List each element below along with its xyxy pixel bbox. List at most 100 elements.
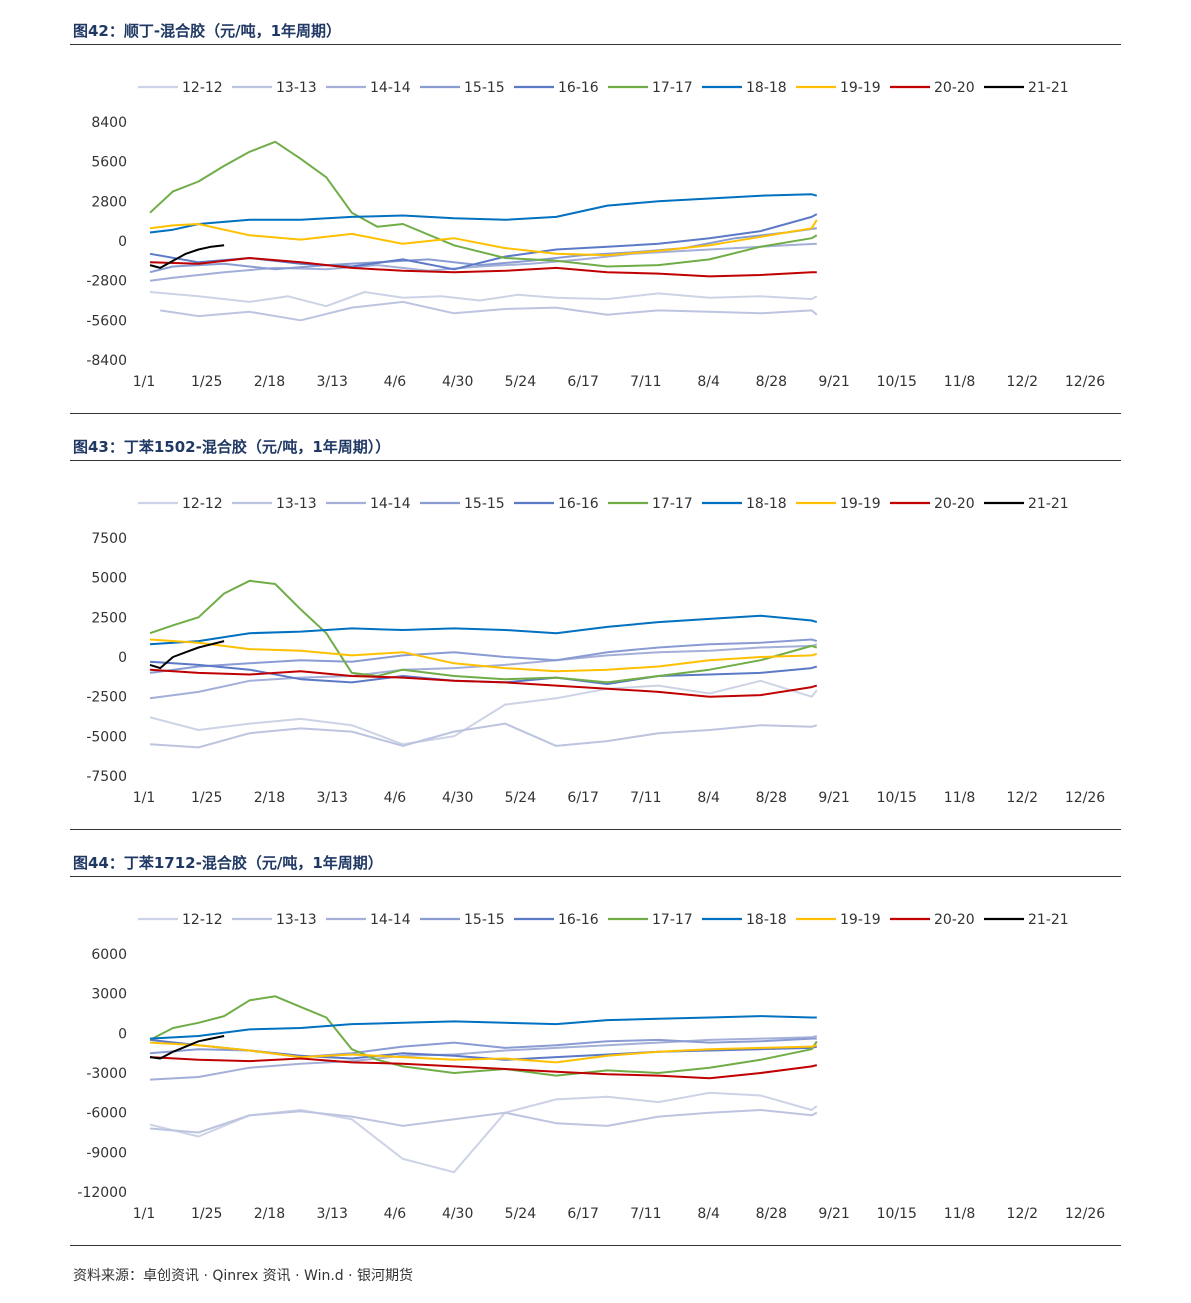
legend-label: 13-13 (276, 80, 317, 96)
x-tick-label: 3/13 (316, 1206, 347, 1222)
x-tick-label: 3/13 (316, 374, 347, 390)
series-line-21-21 (149, 1035, 225, 1060)
series-line-15-15 (149, 638, 818, 674)
x-tick-label: 7/11 (630, 1206, 661, 1222)
legend-item-14-14: 14-14 (326, 912, 411, 928)
x-tick-label: 1/1 (133, 1206, 156, 1222)
x-tick-label: 4/30 (442, 790, 473, 806)
legend-label: 19-19 (840, 80, 881, 96)
series-line-18-18 (149, 1015, 817, 1040)
x-tick-label: 8/4 (697, 1206, 720, 1222)
x-tick-label: 11/8 (944, 374, 975, 390)
legend-label: 16-16 (558, 80, 599, 96)
legend-label: 14-14 (370, 912, 411, 928)
y-tick-label: 6000 (91, 947, 127, 963)
x-tick-label: 4/30 (442, 1206, 473, 1222)
x-tick-label: 1/25 (191, 1206, 222, 1222)
series-line-21-21 (149, 244, 225, 269)
legend-item-19-19: 19-19 (796, 912, 881, 928)
chart-1-top-rule (70, 44, 1121, 45)
legend-label: 15-15 (464, 496, 505, 512)
series-line-20-20 (149, 668, 818, 698)
legend-label: 13-13 (276, 912, 317, 928)
series-line-13-13 (160, 300, 818, 322)
legend-item-13-13: 13-13 (232, 912, 317, 928)
series-line-21-21 (149, 640, 225, 670)
legend: 12-12 13-13 14-14 15-15 16-16 17-17 18-18 19-19… (138, 496, 1069, 512)
x-tick-label: 8/4 (697, 374, 720, 390)
legend-item-21-21: 21-21 (984, 912, 1069, 928)
chart-2-title: 图43：丁苯1502-混合胶（元/吨，1年周期）） (73, 438, 391, 456)
legend-label: 21-21 (1028, 80, 1069, 96)
legend-label: 12-12 (182, 912, 223, 928)
x-tick-label: 8/28 (756, 1206, 787, 1222)
x-tick-label: 7/11 (630, 790, 661, 806)
series-line-20-20 (149, 257, 817, 278)
x-tick-label: 11/8 (944, 790, 975, 806)
x-tick-label: 1/1 (133, 374, 156, 390)
x-tick-label: 8/4 (697, 790, 720, 806)
legend-label: 19-19 (840, 912, 881, 928)
legend-label: 14-14 (370, 80, 411, 96)
series-line-12-12 (149, 679, 818, 746)
chart-1-bottom-rule (70, 413, 1121, 414)
series-line-12-12 (149, 291, 818, 308)
x-tick-label: 6/17 (567, 1206, 598, 1222)
x-tick-label: 12/26 (1065, 374, 1105, 390)
legend-label: 13-13 (276, 496, 317, 512)
y-tick-label: -5000 (86, 729, 127, 745)
series-line-19-19 (149, 1041, 818, 1064)
chart-2-bottom-rule (70, 829, 1121, 830)
series-line-12-12 (149, 1091, 818, 1174)
legend-item-16-16: 16-16 (514, 496, 599, 512)
x-tick-label: 11/8 (944, 1206, 975, 1222)
series-line-20-20 (149, 1056, 818, 1080)
legend-label: 12-12 (182, 496, 223, 512)
chart-2-top-rule (70, 460, 1121, 461)
x-tick-label: 3/13 (316, 790, 347, 806)
y-tick-label: -3000 (86, 1066, 127, 1082)
legend-item-18-18: 18-18 (702, 80, 787, 96)
legend-label: 18-18 (746, 80, 787, 96)
x-tick-label: 4/6 (384, 1206, 407, 1222)
legend-label: 18-18 (746, 496, 787, 512)
x-tick-label: 4/6 (384, 790, 407, 806)
legend-label: 15-15 (464, 80, 505, 96)
y-tick-label: 5000 (91, 571, 127, 587)
chart-3-bottom-rule (70, 1245, 1121, 1246)
source-note: 资料来源：卓创资讯 · Qinrex 资讯 · Win.d · 银河期货 (73, 1268, 414, 1284)
legend-item-14-14: 14-14 (326, 80, 411, 96)
legend-item-17-17: 17-17 (608, 496, 693, 512)
x-tick-label: 6/17 (567, 790, 598, 806)
legend-label: 21-21 (1028, 496, 1069, 512)
legend-label: 14-14 (370, 496, 411, 512)
x-tick-label: 12/26 (1065, 790, 1105, 806)
x-tick-label: 6/17 (567, 374, 598, 390)
legend-item-17-17: 17-17 (608, 80, 693, 96)
legend-item-13-13: 13-13 (232, 496, 317, 512)
chart-3: 12-12 13-13 14-14 15-15 16-16 17-17 18-18 19-19… (77, 912, 1105, 1222)
legend-label: 16-16 (558, 912, 599, 928)
legend-label: 17-17 (652, 80, 693, 96)
legend-label: 18-18 (746, 912, 787, 928)
x-tick-label: 4/30 (442, 374, 473, 390)
legend-item-12-12: 12-12 (138, 496, 223, 512)
y-tick-label: 2500 (91, 610, 127, 626)
legend-item-12-12: 12-12 (138, 912, 223, 928)
series-lines (149, 579, 818, 749)
y-tick-label: -2500 (86, 690, 127, 706)
series-line-13-13 (149, 722, 818, 749)
legend-item-21-21: 21-21 (984, 80, 1069, 96)
legend-item-17-17: 17-17 (608, 912, 693, 928)
x-tick-label: 9/21 (818, 374, 849, 390)
y-tick-label: 2800 (91, 194, 127, 210)
legend-item-19-19: 19-19 (796, 496, 881, 512)
legend-label: 21-21 (1028, 912, 1069, 928)
chart-1: 12-12 13-13 14-14 15-15 16-16 17-17 18-18 19-19… (86, 80, 1105, 390)
series-line-17-17 (149, 579, 818, 684)
x-tick-label: 8/28 (756, 374, 787, 390)
series-line-19-19 (149, 219, 818, 257)
legend-item-20-20: 20-20 (890, 912, 975, 928)
legend-label: 12-12 (182, 80, 223, 96)
legend-item-14-14: 14-14 (326, 496, 411, 512)
